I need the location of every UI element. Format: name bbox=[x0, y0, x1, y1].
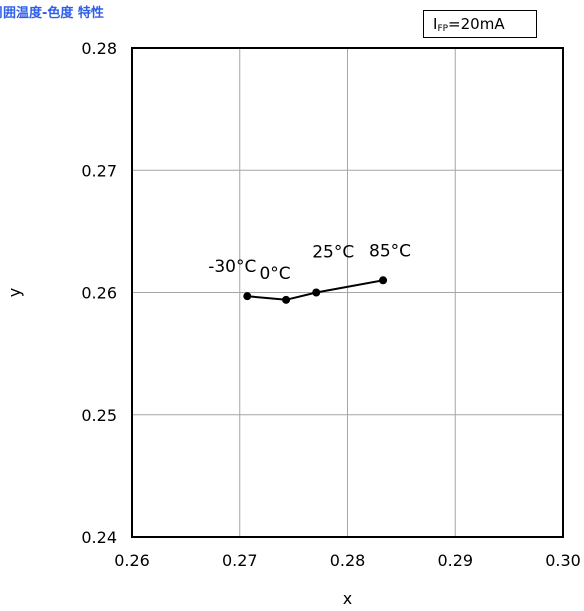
y-tick-label: 0.26 bbox=[81, 284, 117, 303]
x-tick-label: 0.28 bbox=[330, 551, 366, 570]
condition-symbol: I bbox=[433, 15, 438, 33]
data-point bbox=[312, 288, 321, 297]
point-label: -30°C bbox=[208, 257, 256, 277]
point-label: 85°C bbox=[369, 241, 411, 261]
chart-title: 周囲温度-色度 特性 bbox=[0, 6, 104, 21]
y-tick-label: 0.28 bbox=[81, 39, 117, 58]
y-tick-label: 0.24 bbox=[81, 528, 117, 547]
condition-value: =20mA bbox=[448, 15, 505, 33]
series-line bbox=[247, 279, 384, 301]
x-tick-label: 0.26 bbox=[114, 551, 150, 570]
y-axis-label: y bbox=[5, 288, 24, 297]
x-tick-label: 0.29 bbox=[437, 551, 473, 570]
tick-labels: 0.26 0.27 0.28 0.29 0.30 0.24 0.25 0.26 0.27 0.28 bbox=[81, 39, 580, 570]
data-point bbox=[243, 292, 252, 301]
point-label: 25°C bbox=[312, 243, 354, 263]
condition-subscript: FP bbox=[437, 24, 449, 34]
data-series: -30°C 0°C 25°C 85°C bbox=[208, 241, 411, 304]
y-tick-label: 0.27 bbox=[81, 161, 117, 180]
x-axis-label: x bbox=[343, 589, 352, 608]
point-label: 0°C bbox=[259, 264, 290, 284]
y-tick-label: 0.25 bbox=[81, 406, 117, 425]
test-condition-label: IFP=20mA bbox=[423, 10, 537, 38]
data-point bbox=[379, 276, 388, 285]
x-tick-label: 0.30 bbox=[545, 551, 581, 570]
x-tick-label: 0.27 bbox=[222, 551, 258, 570]
grid-lines bbox=[132, 48, 563, 537]
plot-frame bbox=[131, 47, 564, 538]
data-point bbox=[282, 295, 291, 304]
